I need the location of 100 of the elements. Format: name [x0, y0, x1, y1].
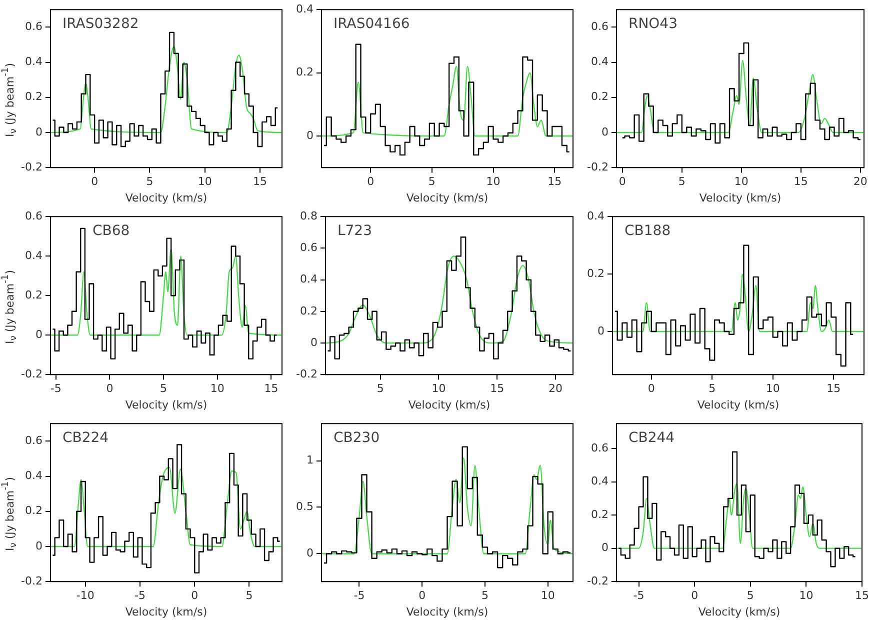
y-tick-label: 0.2 [24, 504, 42, 518]
y-tick-label: 0.2 [296, 66, 314, 79]
x-tick-label: -10 [76, 589, 94, 602]
text: L723 [337, 223, 372, 240]
text: CB244 [628, 430, 675, 446]
text: IRAS04166 [333, 16, 410, 32]
text: IRAS03282 [62, 16, 139, 32]
x-axis-title: Velocity (km/s) [699, 191, 782, 204]
x-tick-label: 0 [691, 589, 698, 602]
x-axis-title: Velocity (km/s) [125, 605, 208, 618]
line-series [50, 46, 282, 134]
x-tick-label: 20 [853, 175, 868, 188]
line-series [612, 273, 864, 332]
x-tick-label: 15 [264, 382, 278, 396]
y-tick-label: 0.2 [24, 90, 42, 104]
y-tick-label: 0.2 [586, 266, 604, 280]
x-axis-title: Velocity (km/s) [697, 398, 780, 412]
y-tick-label: 0 [601, 541, 608, 554]
text: CB224 [62, 430, 109, 446]
text: CB230 [333, 430, 380, 446]
y-tick-label: 0.4 [590, 474, 608, 488]
y-tick-label: 0 [310, 336, 318, 349]
y-tick-label: -0.2 [20, 160, 42, 174]
x-axis-title: Velocity (km/s) [406, 191, 488, 204]
line-series [50, 248, 282, 336]
text: CB188 [624, 223, 671, 240]
x-tick-label: 0 [106, 382, 114, 396]
y-tick-label: 0.4 [300, 272, 318, 286]
text: CB68 [92, 223, 130, 240]
y-tick-label: -0.2 [586, 574, 608, 588]
y-tick-label: 0.6 [590, 20, 608, 34]
x-tick-label: 0 [191, 589, 198, 602]
x-tick-label: 5 [678, 175, 686, 188]
y-tick-label: 0 [306, 546, 314, 560]
x-axis-title: Velocity (km/s) [406, 605, 488, 618]
x-tick-label: 5 [160, 382, 168, 396]
y-tick-label: 0.5 [296, 500, 314, 514]
y-tick-label: 0 [35, 125, 42, 138]
x-tick-label: 15 [490, 382, 504, 396]
x-tick-label: 5 [146, 175, 154, 188]
y-tick-label: 0.4 [590, 55, 608, 68]
y-tick-label: 0.2 [24, 288, 42, 302]
x-axis-title: Velocity (km/s) [408, 398, 490, 412]
x-tick-label: 5 [481, 589, 488, 602]
y-tick-label: 0.4 [296, 2, 314, 16]
y-tick-label: 1 [306, 454, 314, 467]
x-tick-label: 10 [486, 175, 500, 188]
x-tick-label: 15 [252, 175, 267, 188]
y-tick-label: 0 [597, 324, 604, 338]
x-tick-label: 0 [618, 175, 626, 188]
x-tick-label: -5 [134, 589, 146, 602]
line-series [616, 60, 864, 134]
y-tick-label: 0.6 [24, 209, 42, 222]
x-tick-label: 15 [855, 589, 869, 602]
x-tick-label: 15 [794, 175, 808, 188]
y-tick-label: 0.2 [590, 90, 608, 104]
line-series [321, 66, 573, 137]
x-tick-label: -5 [633, 589, 644, 602]
x-tick-label: 20 [548, 382, 562, 396]
y-tick-label: 0.2 [590, 508, 608, 521]
x-tick-label: 5 [246, 589, 253, 602]
x-tick-label: 10 [734, 175, 748, 188]
y-tick-label: 0.6 [300, 241, 318, 254]
x-axis-title: Velocity (km/s) [125, 191, 208, 204]
text: RNO43 [628, 16, 678, 32]
x-tick-label: 0 [418, 589, 426, 602]
y-tick-label: 0 [306, 128, 314, 142]
x-tick-label: 10 [210, 382, 224, 396]
x-tick-label: 5 [746, 589, 754, 602]
line-series [616, 482, 862, 549]
y-tick-label: 0.6 [590, 441, 608, 454]
x-tick-label: 15 [548, 175, 562, 188]
y-tick-label: -0.2 [296, 367, 318, 380]
x-tick-label: 15 [826, 382, 841, 396]
x-axis-title: Velocity (km/s) [125, 398, 208, 412]
y-tick-label: 0.4 [24, 55, 42, 68]
y-tick-label: -0.2 [20, 574, 42, 588]
x-tick-label: 10 [432, 382, 446, 396]
y-tick-label: -0.2 [20, 367, 42, 380]
y-tick-label: 0 [601, 125, 608, 138]
y-tick-label: 0.6 [24, 20, 42, 34]
y-tick-label: 0.6 [24, 434, 42, 448]
x-tick-label: 10 [198, 175, 212, 188]
y-tick-label: 0 [35, 539, 42, 552]
y-tick-label: 0.4 [24, 469, 42, 482]
x-tick-label: 5 [376, 382, 384, 396]
y-tick-label: 0.4 [24, 248, 42, 262]
x-tick-label: 0 [367, 175, 374, 188]
x-axis-title: Velocity (km/s) [698, 605, 780, 618]
line-series [325, 256, 573, 344]
x-tick-label: 5 [708, 382, 716, 396]
y-tick-label: -0.2 [586, 160, 608, 174]
y-tick-label: 0.8 [300, 209, 318, 222]
x-tick-label: 5 [428, 175, 436, 188]
x-tick-label: -5 [354, 589, 365, 602]
x-tick-label: 10 [540, 589, 555, 602]
y-tick-label: 0 [35, 328, 42, 341]
x-tick-label: 10 [766, 382, 780, 396]
line-series [50, 466, 282, 548]
x-tick-label: -5 [50, 382, 62, 396]
